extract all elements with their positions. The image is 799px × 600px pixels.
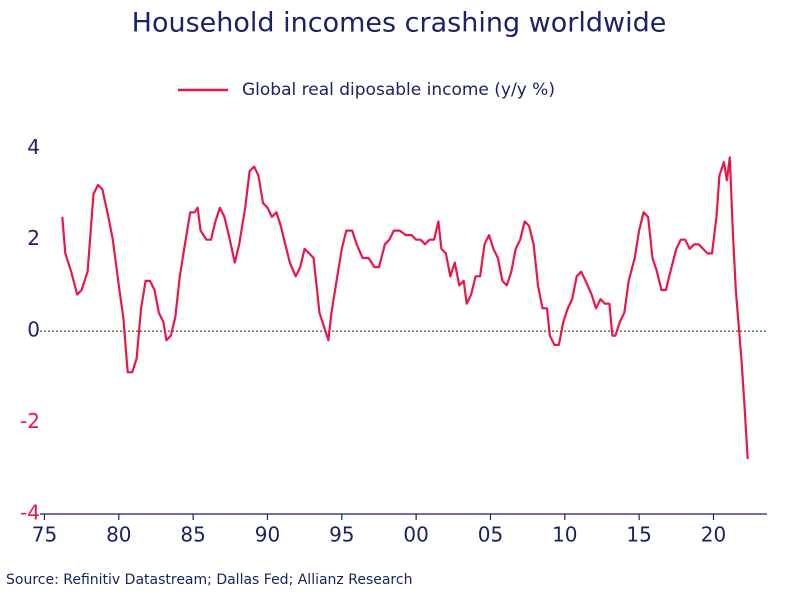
x-tick-label: 90 <box>255 523 280 547</box>
y-tick-label: 2 <box>27 226 40 250</box>
y-tick-label: 4 <box>27 135 40 159</box>
x-tick-label: 80 <box>106 523 131 547</box>
x-tick-label: 85 <box>180 523 205 547</box>
x-tick-label: 10 <box>552 523 577 547</box>
x-tick-label: 95 <box>329 523 354 547</box>
x-tick-label: 15 <box>626 523 651 547</box>
source-note: Source: Refinitiv Datastream; Dallas Fed… <box>6 572 412 588</box>
series-line <box>61 156 749 460</box>
chart-title: Household incomes crashing worldwide <box>132 8 667 39</box>
legend-label: Global real diposable income (y/y %) <box>242 80 555 100</box>
y-tick-label: 0 <box>27 318 40 342</box>
x-tick-label: 75 <box>32 523 57 547</box>
x-tick-label: 00 <box>403 523 428 547</box>
y-tick-label: -2 <box>20 409 40 433</box>
y-tick-label: -4 <box>20 501 40 525</box>
x-tick-label: 05 <box>478 523 503 547</box>
x-tick-label: 20 <box>701 523 726 547</box>
